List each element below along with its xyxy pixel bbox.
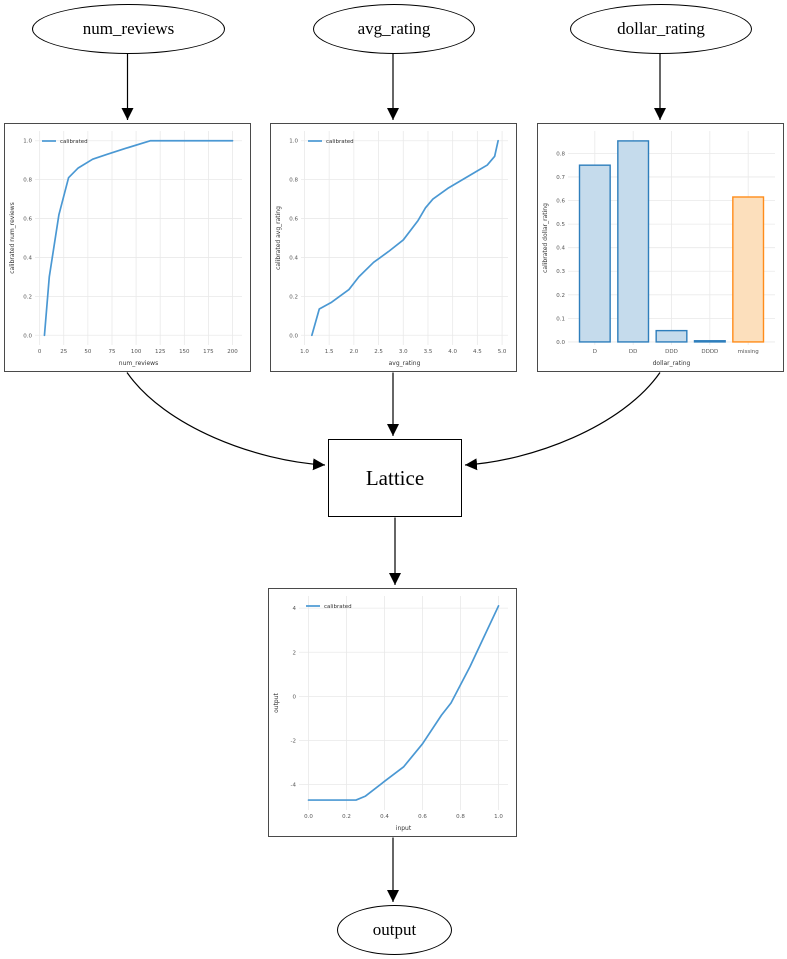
svg-text:0.0: 0.0: [23, 333, 32, 339]
svg-text:3.5: 3.5: [424, 349, 433, 355]
svg-text:0.5: 0.5: [556, 222, 565, 228]
svg-text:150: 150: [179, 349, 190, 355]
node-lattice-label: Lattice: [365, 465, 425, 490]
node-num-reviews-label: num_reviews: [82, 19, 175, 38]
svg-text:125: 125: [155, 349, 166, 355]
svg-text:DD: DD: [629, 349, 637, 355]
svg-text:75: 75: [108, 349, 115, 355]
svg-text:0.6: 0.6: [418, 814, 427, 820]
svg-text:100: 100: [131, 349, 142, 355]
svg-text:0: 0: [38, 349, 42, 355]
svg-text:4.0: 4.0: [448, 349, 457, 355]
svg-text:calibrated dollar_rating: calibrated dollar_rating: [542, 203, 549, 273]
svg-text:2.5: 2.5: [374, 349, 383, 355]
svg-text:0.4: 0.4: [556, 246, 565, 252]
svg-text:DDD: DDD: [665, 349, 678, 355]
node-lattice: Lattice: [328, 439, 462, 517]
svg-text:2.0: 2.0: [349, 349, 358, 355]
svg-text:3.0: 3.0: [399, 349, 408, 355]
svg-text:0.3: 0.3: [556, 269, 565, 275]
svg-text:0.8: 0.8: [289, 178, 298, 184]
edge-num-reviews-calibrator-to-lattice: [126, 372, 326, 471]
svg-text:-4: -4: [291, 783, 297, 789]
node-output: output: [337, 905, 452, 955]
edge-dollar-rating-calibrator-to-lattice: [464, 372, 661, 471]
svg-text:0.2: 0.2: [556, 293, 565, 299]
svg-text:DDDD: DDDD: [701, 349, 718, 355]
output-calibration-plot: 0.0 0.2 0.4 0.6 0.8 1.0 -4 -2 0 2 4 input output cali…: [268, 588, 517, 837]
svg-text:1.0: 1.0: [289, 139, 298, 145]
svg-text:0.0: 0.0: [556, 340, 565, 346]
svg-text:175: 175: [203, 349, 214, 355]
svg-text:output: output: [273, 692, 280, 712]
node-dollar-rating: dollar_rating: [570, 4, 752, 54]
svg-text:0.2: 0.2: [289, 294, 298, 300]
svg-text:0.4: 0.4: [289, 255, 298, 261]
num-reviews-calibration-chart: 0 25 50 75 100 125 150 175 200 0.0 0.2 0.4 0.6 0.8 1.0…: [9, 131, 242, 367]
node-avg-rating-label: avg_rating: [357, 19, 431, 38]
svg-text:calibrated: calibrated: [326, 139, 354, 145]
node-dollar-rating-label: dollar_rating: [617, 19, 705, 38]
svg-text:4: 4: [293, 606, 297, 612]
svg-text:0.6: 0.6: [289, 217, 298, 223]
svg-text:dollar_rating: dollar_rating: [653, 360, 691, 367]
svg-text:2: 2: [293, 650, 297, 656]
svg-text:0.0: 0.0: [304, 814, 313, 820]
svg-text:0.8: 0.8: [556, 151, 565, 157]
svg-text:input: input: [396, 825, 412, 832]
svg-text:0.1: 0.1: [556, 316, 565, 322]
avg-rating-calibration-chart: 1.0 1.5 2.0 2.5 3.0 3.5 4.0 4.5 5.0 0.0 0.2 0.4 0.6 0…: [275, 131, 508, 367]
svg-text:0.7: 0.7: [556, 175, 565, 181]
svg-text:missing: missing: [738, 349, 759, 355]
svg-text:0.8: 0.8: [456, 814, 465, 820]
svg-text:200: 200: [227, 349, 238, 355]
svg-text:1.5: 1.5: [325, 349, 334, 355]
node-num-reviews: num_reviews: [32, 4, 225, 54]
svg-text:num_reviews: num_reviews: [119, 360, 158, 367]
svg-text:0.4: 0.4: [380, 814, 389, 820]
svg-text:25: 25: [60, 349, 67, 355]
svg-text:5.0: 5.0: [498, 349, 507, 355]
svg-text:avg_rating: avg_rating: [389, 360, 421, 367]
node-avg-rating: avg_rating: [313, 4, 475, 54]
svg-text:1.0: 1.0: [23, 139, 32, 145]
svg-text:-2: -2: [291, 739, 296, 745]
svg-text:0.6: 0.6: [23, 217, 32, 223]
svg-text:calibrated: calibrated: [324, 604, 352, 610]
calibration-plot-dollar-rating: D DD DDD DDDD missing 0.0 0.1 0.2 0.3 0.4 0.5 0.6 0.…: [537, 123, 784, 372]
svg-text:0.4: 0.4: [23, 255, 32, 261]
svg-text:0: 0: [293, 694, 297, 700]
svg-text:calibrated: calibrated: [60, 139, 88, 145]
dollar-rating-calibration-chart: D DD DDD DDDD missing0.00.10.20.30.40.50.60.…: [542, 131, 775, 367]
svg-text:1.0: 1.0: [494, 814, 503, 820]
svg-text:0.0: 0.0: [289, 333, 298, 339]
svg-text:0.2: 0.2: [23, 294, 32, 300]
svg-text:calibrated num_reviews: calibrated num_reviews: [9, 202, 16, 273]
svg-text:0.2: 0.2: [342, 814, 351, 820]
svg-text:4.5: 4.5: [473, 349, 482, 355]
svg-text:0.8: 0.8: [23, 178, 32, 184]
calibration-plot-num-reviews: 0 25 50 75 100 125 150 175 200 0.0 0.2 0.4 0.6 0.8 1.0…: [4, 123, 251, 372]
svg-text:D: D: [593, 349, 597, 355]
svg-text:calibrated avg_rating: calibrated avg_rating: [275, 206, 282, 270]
lattice-output-chart: 0.0 0.2 0.4 0.6 0.8 1.0 -4 -2 0 2 4 input output cali…: [273, 596, 508, 832]
svg-text:0.6: 0.6: [556, 199, 565, 205]
calibration-plot-avg-rating: 1.0 1.5 2.0 2.5 3.0 3.5 4.0 4.5 5.0 0.0 0.2 0.4 0.6 0…: [270, 123, 517, 372]
svg-text:1.0: 1.0: [300, 349, 309, 355]
node-output-label: output: [372, 920, 417, 939]
svg-text:50: 50: [84, 349, 91, 355]
